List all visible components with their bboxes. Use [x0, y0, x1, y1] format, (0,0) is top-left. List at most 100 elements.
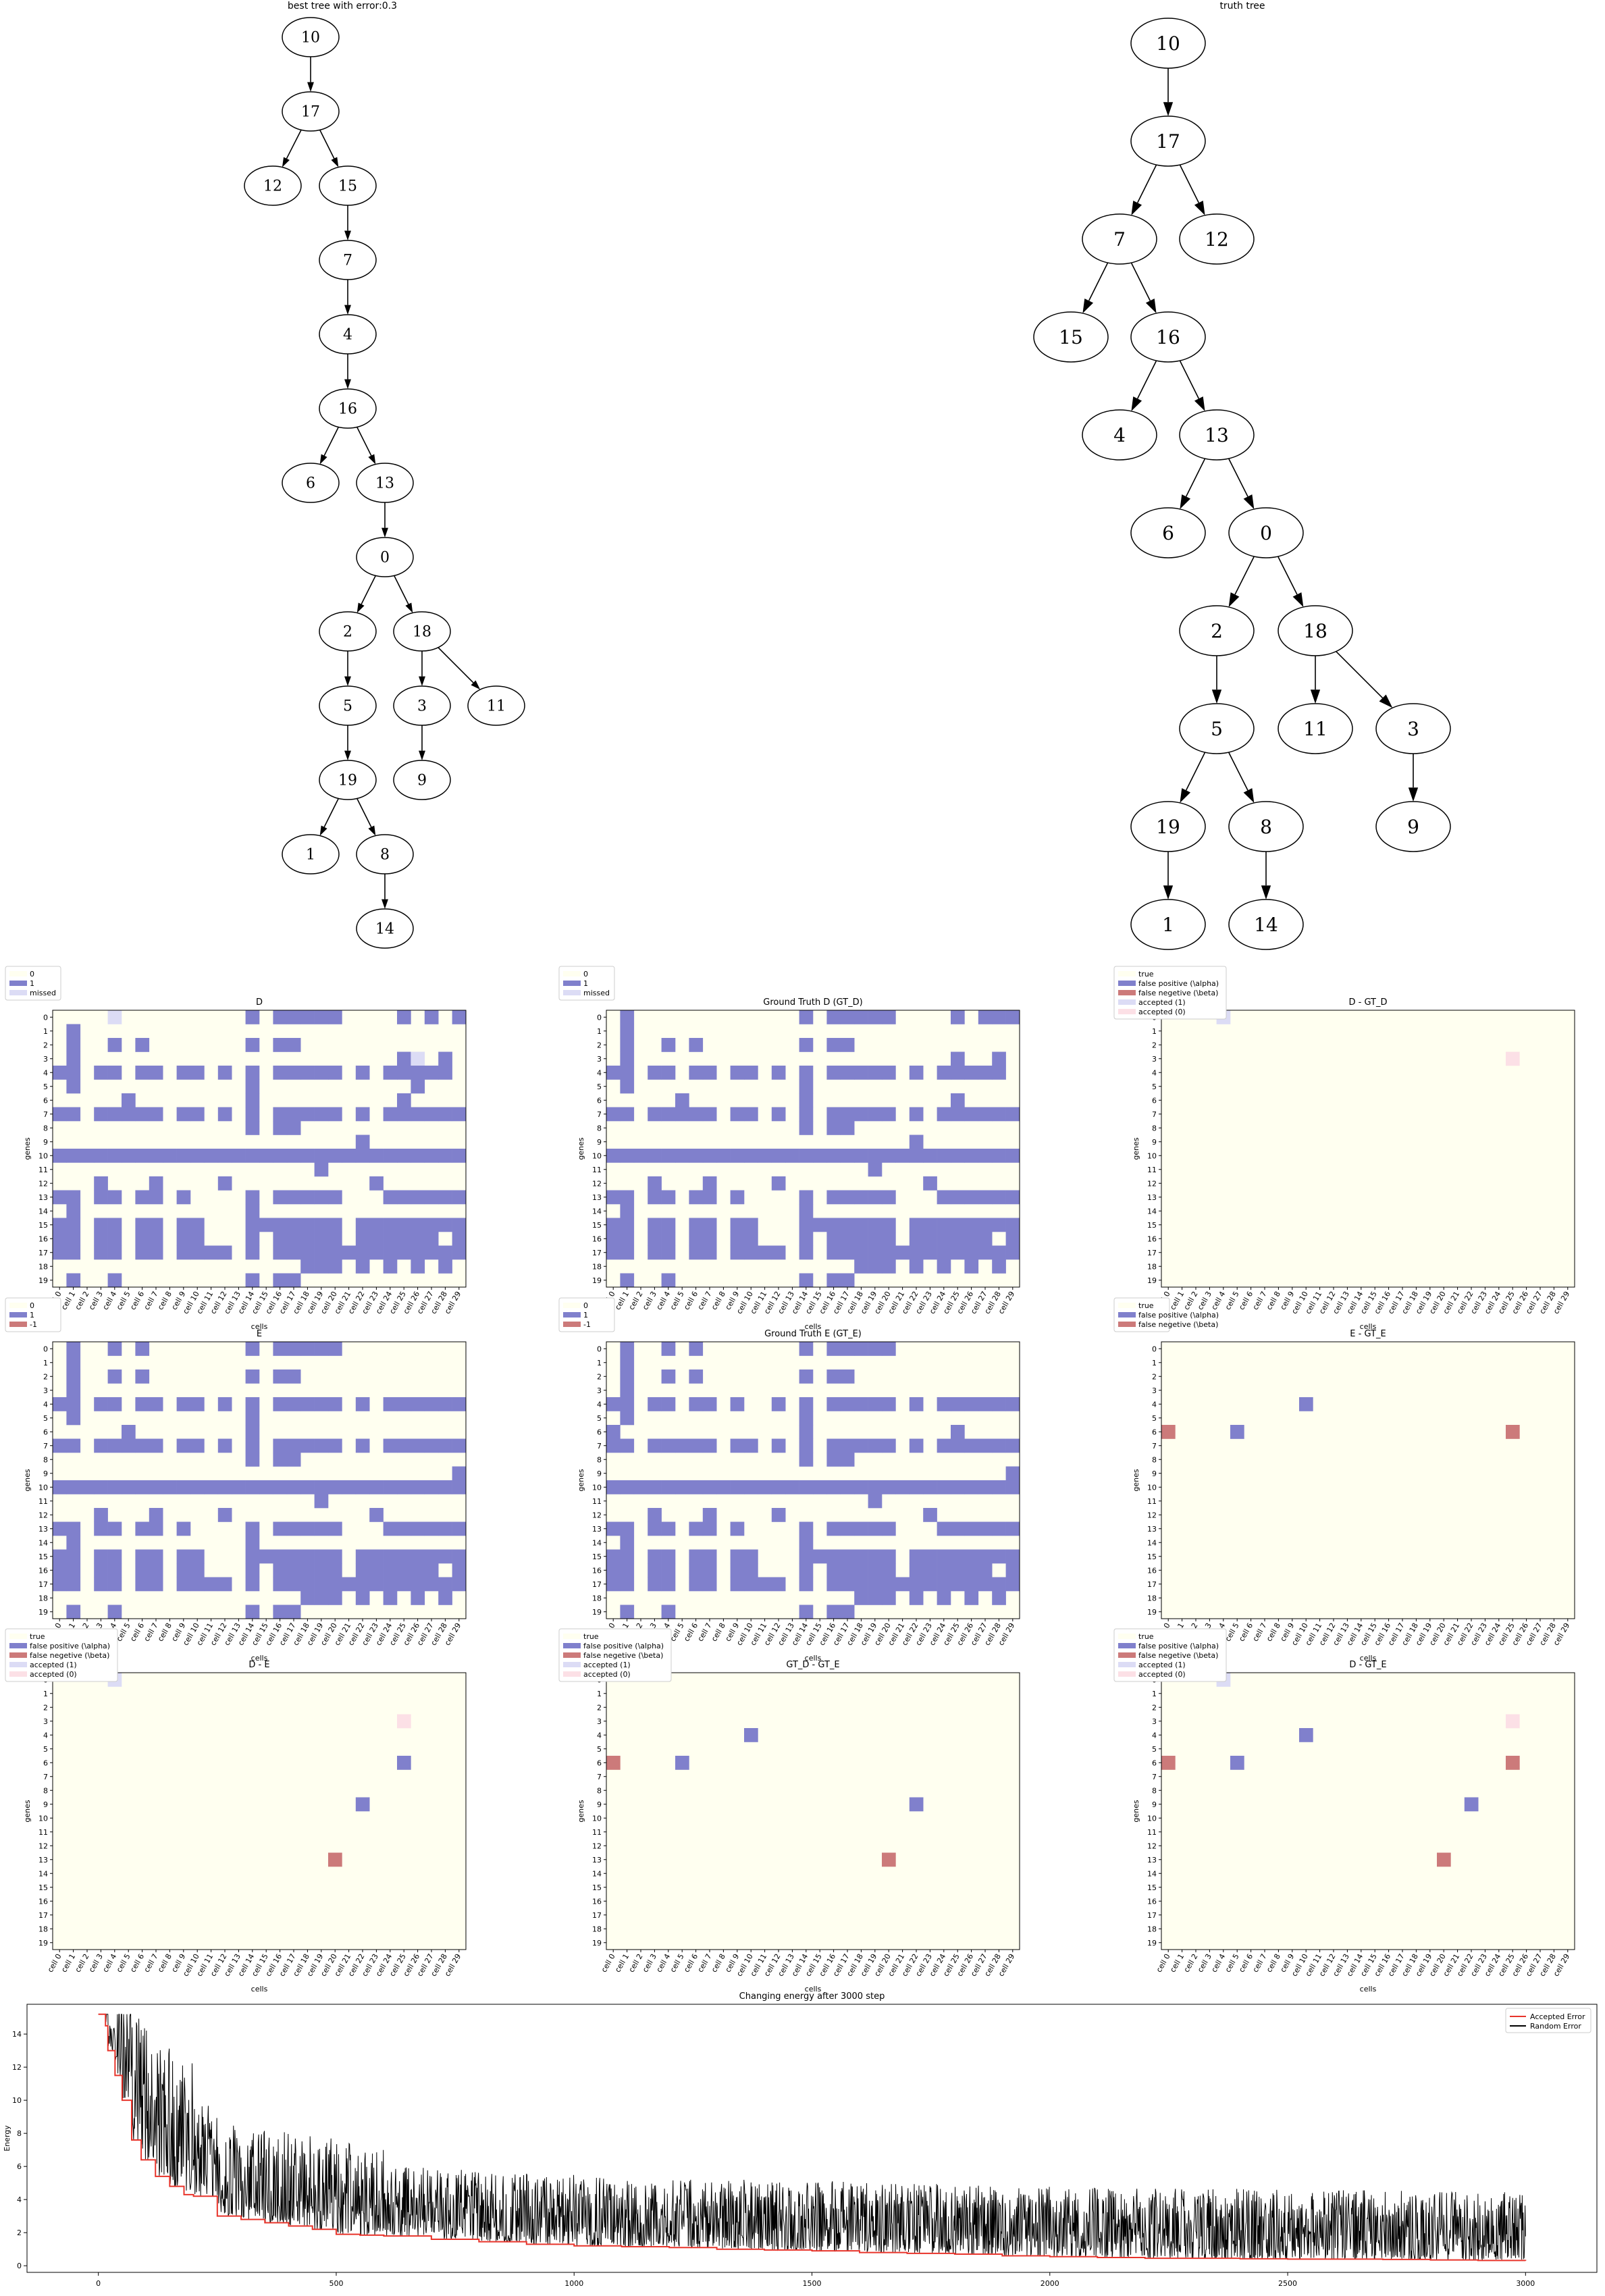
legend-swatch	[563, 990, 581, 995]
heatmap-cell	[217, 1480, 232, 1494]
y-tick-label: 1	[1152, 1027, 1157, 1036]
tree-node: 6	[282, 463, 340, 503]
heatmap-cell	[909, 1245, 924, 1260]
tree-node-shape	[356, 537, 414, 577]
heatmap-cell	[909, 1232, 924, 1246]
heatmap-cell	[854, 1342, 868, 1356]
heatmap-cell	[854, 1218, 868, 1232]
heatmap-cell	[66, 1369, 81, 1384]
y-tick-label: 2	[597, 1041, 602, 1049]
tree-node: 15	[1033, 311, 1109, 363]
heatmap-panel: Ground Truth D (GT_D)0123456789101112131…	[558, 966, 1020, 1331]
y-tick-label: 3	[43, 1386, 48, 1395]
heatmap-cell	[730, 1480, 745, 1494]
heatmap-cell	[702, 1190, 717, 1205]
heatmap-cell	[661, 1273, 676, 1288]
heatmap-cell	[424, 1521, 439, 1536]
tree-node-shape	[1179, 409, 1255, 461]
y-tick-label: 6	[1152, 1758, 1157, 1767]
heatmap-cell	[438, 1107, 452, 1122]
heatmap-cell	[840, 1369, 855, 1384]
heatmap-cell	[1299, 1728, 1313, 1742]
heatmap-cell	[107, 1010, 122, 1024]
y-tick-label: 14	[592, 1869, 602, 1878]
heatmap-cell	[744, 1549, 758, 1564]
heatmap-cell	[895, 1245, 910, 1260]
heatmap-cell	[286, 1397, 301, 1411]
heatmap-cell	[951, 1245, 965, 1260]
heatmap-cell	[438, 1577, 452, 1592]
heatmap-cell	[135, 1397, 150, 1411]
heatmap-cell	[66, 1245, 81, 1260]
tree-node-shape	[1375, 703, 1451, 754]
x-axis-label: cells	[805, 1985, 822, 1993]
heatmap-cell	[937, 1480, 951, 1494]
heatmap-cell	[397, 1480, 411, 1494]
heatmap-cell	[951, 1218, 965, 1232]
tree-node: 14	[356, 908, 414, 949]
tree-node-label: 4	[1113, 424, 1126, 446]
heatmap-cell	[978, 1232, 993, 1246]
heatmap-cell	[217, 1577, 232, 1592]
tree-node-shape	[356, 908, 414, 949]
heatmap-cell	[94, 1563, 108, 1577]
y-tick-label: 1	[43, 1027, 48, 1036]
heatmap-cell	[826, 1245, 841, 1260]
heatmap-panel: D012345678910111213141516171819cell 0cel…	[5, 966, 467, 1331]
heatmap-cell	[771, 1577, 786, 1592]
legend-label: 0	[583, 1301, 588, 1310]
tree-edge-arrowhead	[1145, 298, 1157, 313]
tree-node-label: 8	[1260, 816, 1272, 838]
heatmap-cell	[94, 1176, 108, 1191]
heatmap-cell	[149, 1107, 163, 1122]
heatmap-cell	[245, 1536, 260, 1550]
heatmap-cell	[300, 1010, 315, 1024]
y-tick-label: 11	[1147, 1497, 1157, 1506]
tree-edge-arrowhead	[1163, 885, 1174, 899]
tree-node-label: 1	[1162, 914, 1174, 936]
heatmap-cell	[799, 1218, 814, 1232]
heatmap-cell	[675, 1480, 689, 1494]
tree-node-shape	[1228, 507, 1304, 558]
heatmap-cell	[661, 1190, 676, 1205]
heatmap-cell	[661, 1369, 676, 1384]
truth-tree-title: truth tree	[1219, 1, 1265, 11]
tree-node: 10	[1130, 18, 1206, 69]
heatmap-cell	[702, 1149, 717, 1163]
heatmap-cell	[355, 1438, 370, 1453]
tree-node-shape	[282, 17, 340, 57]
y-tick-label: 18	[1147, 1262, 1157, 1271]
heatmap-cell	[992, 1010, 1006, 1024]
heatmap-cell	[620, 1355, 635, 1370]
heatmap-cell	[328, 1577, 342, 1592]
heatmap-cell	[190, 1480, 205, 1494]
tree-node: 16	[319, 388, 377, 429]
tree-edge	[438, 647, 474, 683]
heatmap-cell	[94, 1508, 108, 1522]
y-tick-label: 19	[38, 1939, 48, 1948]
heatmap-cell	[397, 1107, 411, 1122]
heatmap-cell	[826, 1121, 841, 1135]
tree-node-label: 16	[1156, 326, 1180, 348]
heatmap-cell	[840, 1604, 855, 1619]
heatmap-cell	[826, 1107, 841, 1122]
legend-swatch	[1118, 1312, 1136, 1317]
heatmap-cell	[107, 1397, 122, 1411]
heatmap-cell	[702, 1577, 717, 1592]
heatmap-cell	[383, 1107, 398, 1122]
heatmap-cell	[397, 1714, 411, 1729]
tree-edge	[1136, 360, 1157, 399]
legend-swatch	[9, 971, 27, 976]
heatmap-cell	[716, 1149, 731, 1163]
heatmap-cell	[937, 1218, 951, 1232]
heatmap-cell	[273, 1107, 288, 1122]
heatmap-cell	[744, 1563, 758, 1577]
heatmap-cell	[383, 1149, 398, 1163]
y-tick-label: 15	[38, 1883, 48, 1892]
heatmap-cell	[868, 1245, 883, 1260]
heatmap-cell	[190, 1245, 205, 1260]
heatmap-cell	[771, 1438, 786, 1453]
heatmap-cell	[424, 1232, 439, 1246]
heatmap-cell	[951, 1010, 965, 1024]
heatmap-cell	[107, 1521, 122, 1536]
